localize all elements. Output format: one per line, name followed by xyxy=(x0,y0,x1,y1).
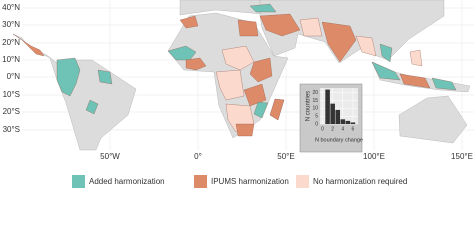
legend-label: No harmonization required xyxy=(313,177,407,186)
inset-y-tick-label: 10 xyxy=(312,106,318,112)
latitude-label: 20°S xyxy=(3,107,20,116)
longitude-label: 0° xyxy=(194,152,202,161)
legend-swatch xyxy=(194,175,207,188)
inset-bar xyxy=(345,120,351,124)
inset-y-tick-label: 0 xyxy=(315,121,318,127)
inset-y-label: N countries xyxy=(306,91,312,121)
legend-label: Added harmonization xyxy=(89,177,165,186)
inset-x-tick-label: 2 xyxy=(331,126,334,132)
legend-label: IPUMS harmonization xyxy=(211,177,289,186)
legend-swatch xyxy=(296,175,309,188)
latitude-label: 10°S xyxy=(3,90,20,99)
inset-y-tick-label: 5 xyxy=(315,114,318,120)
longitude-labels: 50°W 0° 50°E 100°E 150°E xyxy=(100,152,473,161)
legend-swatch xyxy=(72,175,85,188)
inset-y-tick-label: 15 xyxy=(312,98,318,104)
inset-bar xyxy=(340,119,346,124)
latitude-label: 20°N xyxy=(2,38,20,47)
inset-bar xyxy=(325,89,330,124)
map: 40°N30°N20°N10°N0°N10°S20°S30°S 50°W 0° 50… xyxy=(2,0,474,161)
inset-bar xyxy=(330,103,335,124)
latitude-label: 10°N xyxy=(2,55,20,64)
latitude-label: 0°N xyxy=(7,72,21,81)
longitude-label: 50°W xyxy=(100,152,120,161)
longitude-label: 50°E xyxy=(277,152,294,161)
inset-bar xyxy=(335,109,341,124)
longitude-label: 150°E xyxy=(451,152,473,161)
inset-y-tick-label: 20 xyxy=(312,90,318,96)
inset-bar xyxy=(350,122,356,124)
inset-histogram: N countries N boundary change 05 10 15 20 0 2… xyxy=(299,83,363,153)
latitude-label: 30°N xyxy=(2,20,20,29)
latitude-labels: 40°N 30°N 20°N 10°N 0°N 10°S 20°S 30°S xyxy=(2,3,20,134)
legend: Added harmonization IPUMS harmonization No… xyxy=(72,175,407,188)
regions xyxy=(12,3,457,137)
inset-x-tick-label: 4 xyxy=(341,126,344,132)
inset-x-label: N boundary change xyxy=(315,137,363,143)
latitude-label: 30°S xyxy=(3,125,20,134)
latitude-label: 40°N xyxy=(2,3,20,12)
inset-x-tick-label: 0 xyxy=(321,126,324,132)
longitude-label: 100°E xyxy=(363,152,385,161)
page: 40°N30°N20°N10°N0°N10°S20°S30°S 50°W 0° 50… xyxy=(2,0,474,188)
inset-x-tick-label: 6 xyxy=(352,126,355,132)
